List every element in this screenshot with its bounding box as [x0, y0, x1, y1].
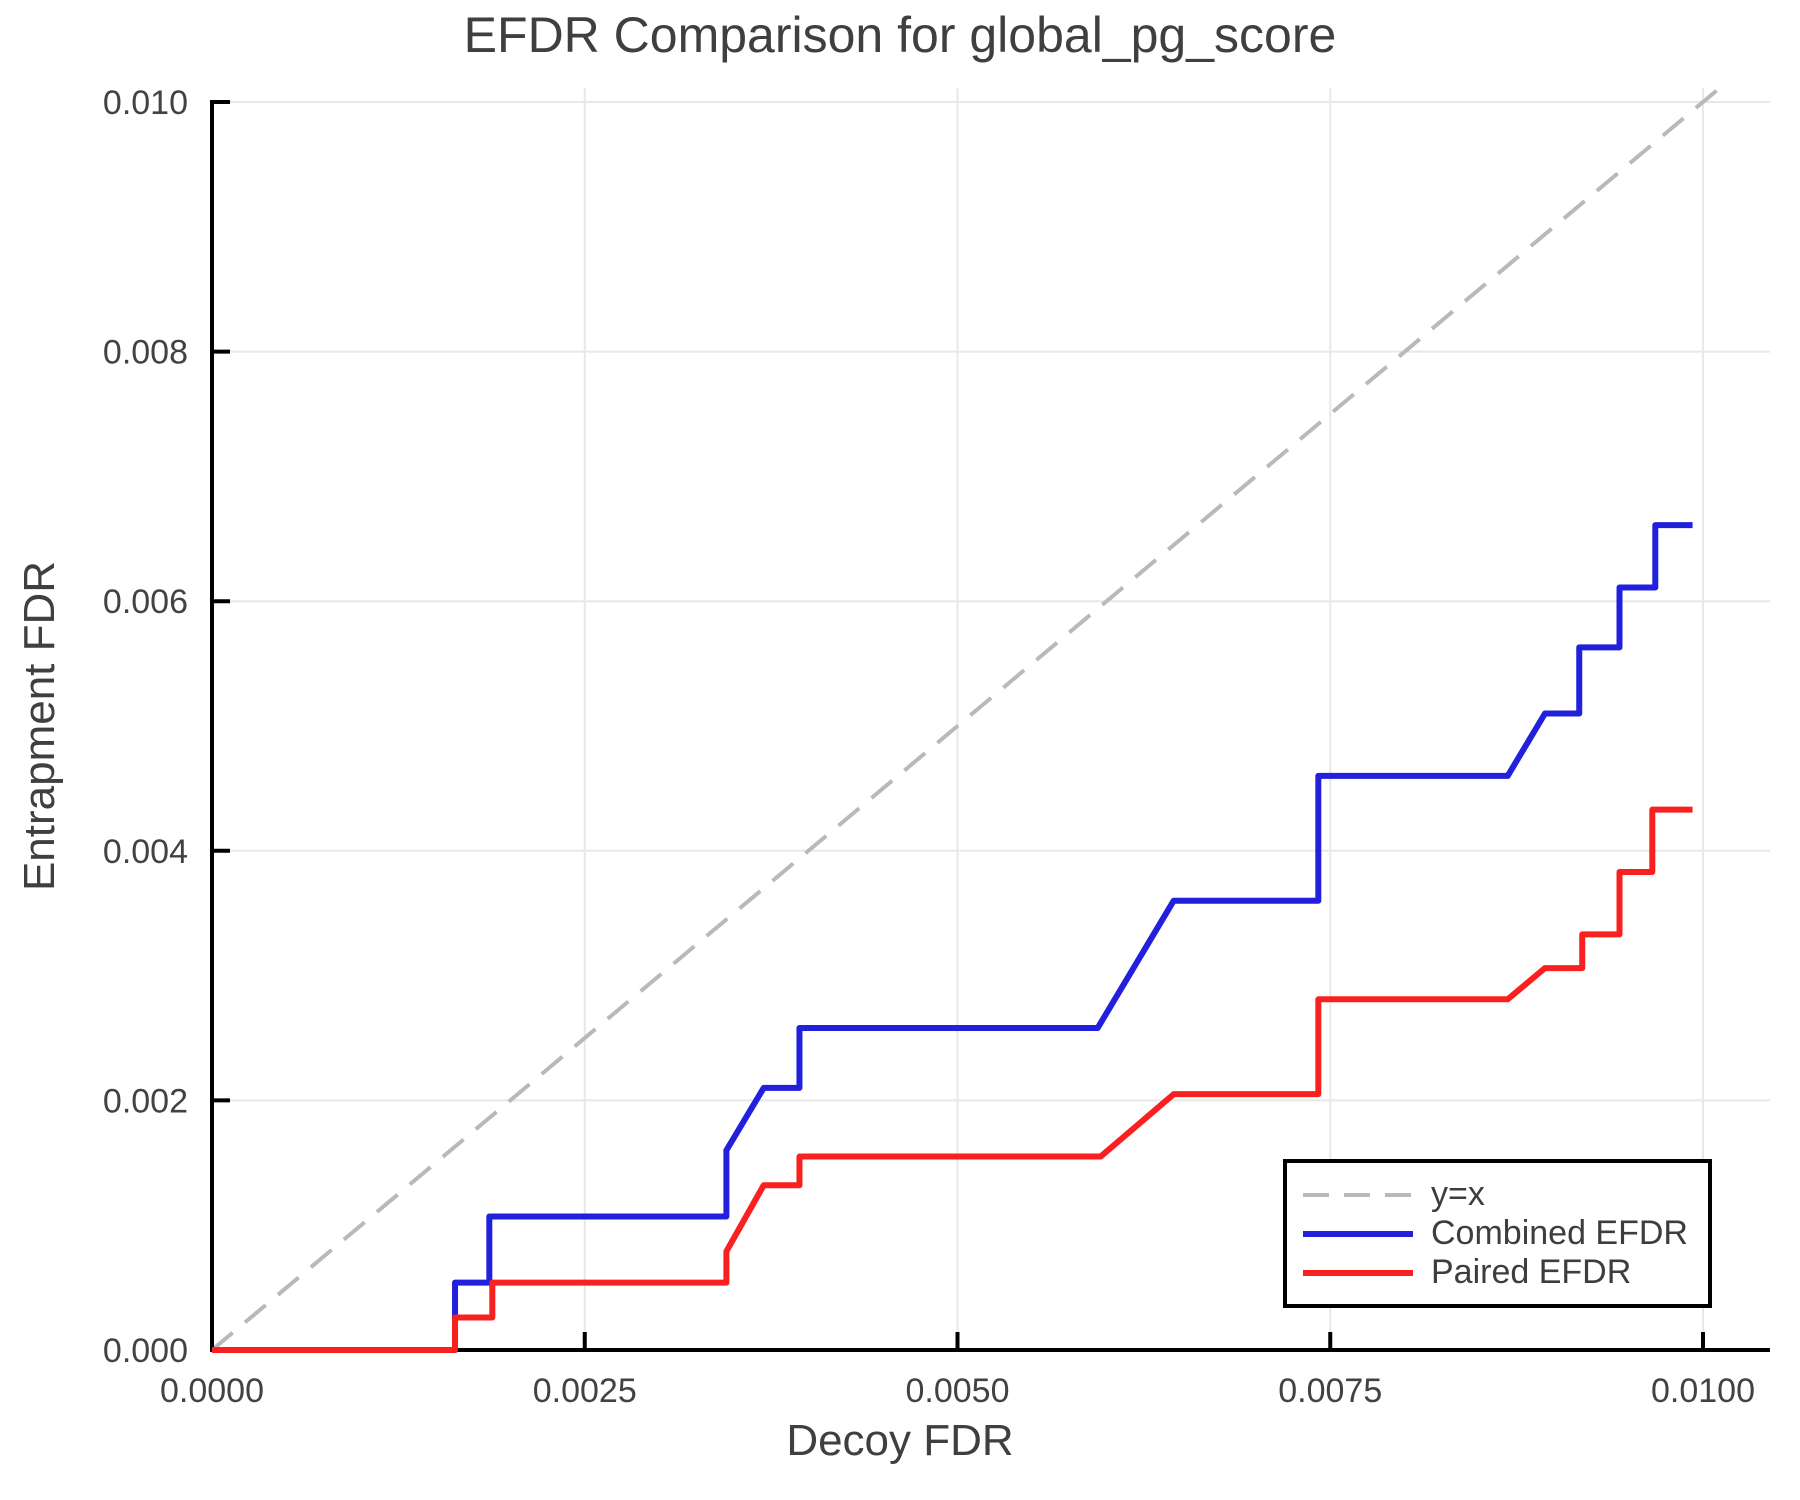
legend-label-paired-efdr: Paired EFDR [1431, 1253, 1632, 1291]
y-tick-label: 0.004 [103, 833, 188, 871]
x-tick-label: 0.0050 [906, 1372, 1010, 1410]
legend-entry-identity: y=x [1303, 1176, 1708, 1213]
y-tick-label: 0.002 [103, 1082, 188, 1120]
series-line-combined-efdr [212, 522, 1693, 1353]
x-tick-label: 0.0100 [1651, 1372, 1755, 1410]
y-tick-label: 0.008 [103, 334, 188, 372]
x-tick-label: 0.0075 [1278, 1372, 1382, 1410]
legend-label-identity: y=x [1431, 1175, 1485, 1213]
legend-label-combined-efdr: Combined EFDR [1431, 1214, 1688, 1252]
legend-entry-paired-efdr: Paired EFDR [1303, 1254, 1708, 1291]
solid-line-sample-icon [1303, 1269, 1413, 1276]
legend: y=x Combined EFDR Paired EFDR [1283, 1159, 1712, 1308]
x-tick-label: 0.0025 [533, 1372, 637, 1410]
y-tick-label: 0.006 [103, 583, 188, 621]
y-tick-label: 0.000 [103, 1332, 188, 1370]
solid-line-sample-icon [1303, 1230, 1413, 1237]
series-line-paired-efdr [212, 806, 1693, 1353]
legend-entry-combined-efdr: Combined EFDR [1303, 1215, 1708, 1252]
chart-title: EFDR Comparison for global_pg_score [463, 7, 1337, 63]
identity-line [210, 87, 1720, 1352]
y-tick-label: 0.010 [103, 84, 188, 122]
x-axis-label: Decoy FDR [786, 1416, 1014, 1465]
dashed-line-sample-icon [1303, 1192, 1413, 1197]
x-tick-label: 0.0000 [160, 1372, 264, 1410]
